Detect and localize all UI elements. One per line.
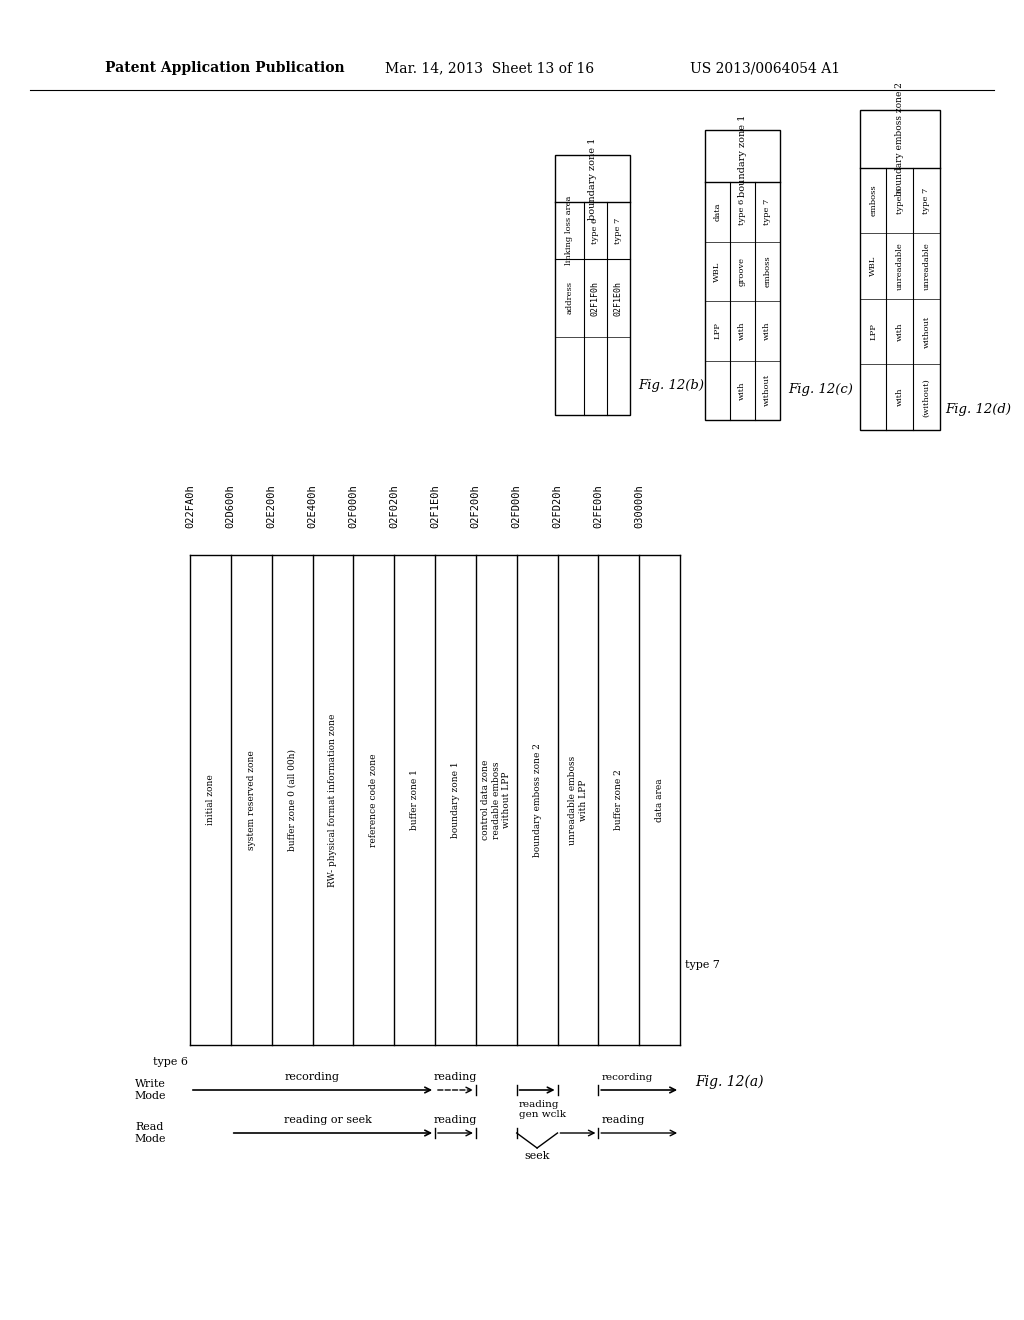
Text: recording: recording	[601, 1073, 652, 1082]
Text: WBL: WBL	[714, 261, 721, 281]
Text: type 7: type 7	[923, 187, 931, 214]
Text: emboss: emboss	[763, 256, 771, 288]
Text: 02D600h: 02D600h	[226, 484, 236, 528]
Text: Patent Application Publication: Patent Application Publication	[105, 61, 345, 75]
Text: 022FA0h: 022FA0h	[185, 484, 195, 528]
Text: Fig. 12(d): Fig. 12(d)	[945, 404, 1011, 417]
Text: type 6: type 6	[591, 218, 599, 243]
Text: initial zone: initial zone	[206, 775, 215, 825]
Text: 02F020h: 02F020h	[389, 484, 399, 528]
Text: address: address	[565, 281, 573, 314]
Text: 02FE00h: 02FE00h	[593, 484, 603, 528]
Text: boundary emboss zone 2: boundary emboss zone 2	[532, 743, 542, 857]
Text: US 2013/0064054 A1: US 2013/0064054 A1	[690, 61, 840, 75]
Text: type 6: type 6	[896, 187, 903, 214]
Text: LPP: LPP	[869, 323, 878, 341]
Text: buffer zone 1: buffer zone 1	[410, 770, 419, 830]
Text: 02F000h: 02F000h	[348, 484, 358, 528]
Text: 02F1F0h: 02F1F0h	[591, 281, 600, 315]
Text: with: with	[738, 322, 746, 341]
Text: with: with	[896, 322, 903, 341]
Text: RW- physical format information zone: RW- physical format information zone	[329, 713, 338, 887]
Text: 02F200h: 02F200h	[471, 484, 481, 528]
Text: 02F1E0h: 02F1E0h	[430, 484, 440, 528]
Text: linking loss area: linking loss area	[565, 195, 573, 265]
Text: boundary zone 1: boundary zone 1	[451, 762, 460, 838]
Text: buffer zone 2: buffer zone 2	[614, 770, 624, 830]
Text: 02F1E0h: 02F1E0h	[613, 281, 623, 315]
Text: recording: recording	[285, 1072, 340, 1082]
Text: 02FD20h: 02FD20h	[553, 484, 562, 528]
Text: groove: groove	[738, 257, 746, 286]
Text: boundary zone 1: boundary zone 1	[588, 137, 597, 219]
Text: emboss: emboss	[869, 185, 878, 216]
Text: with: with	[896, 388, 903, 407]
Text: 02FD00h: 02FD00h	[512, 484, 521, 528]
Text: type 6: type 6	[153, 1057, 188, 1067]
Text: unreadable emboss
with LPP: unreadable emboss with LPP	[568, 755, 588, 845]
Text: Fig. 12(a): Fig. 12(a)	[695, 1074, 764, 1089]
Text: type 7: type 7	[763, 199, 771, 226]
Text: Mar. 14, 2013  Sheet 13 of 16: Mar. 14, 2013 Sheet 13 of 16	[385, 61, 594, 75]
Text: system reserved zone: system reserved zone	[247, 750, 256, 850]
Text: reading: reading	[601, 1115, 645, 1125]
Text: Fig. 12(b): Fig. 12(b)	[638, 379, 705, 392]
Text: type 7: type 7	[614, 218, 623, 244]
Text: type 6: type 6	[738, 199, 746, 224]
Text: 02E200h: 02E200h	[266, 484, 276, 528]
Text: reading
gen wclk: reading gen wclk	[519, 1100, 565, 1119]
Text: type 7: type 7	[685, 960, 720, 970]
Text: LPP: LPP	[714, 322, 721, 339]
Text: 02E400h: 02E400h	[307, 484, 317, 528]
Text: without: without	[923, 315, 931, 347]
Text: reference code zone: reference code zone	[370, 754, 378, 846]
Text: seek: seek	[524, 1151, 550, 1162]
Text: reading: reading	[434, 1072, 477, 1082]
Text: WBL: WBL	[869, 256, 878, 276]
Text: boundary emboss zone 2: boundary emboss zone 2	[896, 82, 904, 195]
Text: data: data	[714, 203, 721, 222]
Text: buffer zone 0 (all 00h): buffer zone 0 (all 00h)	[288, 748, 297, 851]
Text: without: without	[763, 374, 771, 407]
Text: boundary zone 1: boundary zone 1	[738, 115, 746, 197]
Text: unreadable: unreadable	[923, 242, 931, 290]
Text: reading or seek: reading or seek	[284, 1115, 372, 1125]
Text: Fig. 12(c): Fig. 12(c)	[788, 384, 853, 396]
Text: reading: reading	[434, 1115, 477, 1125]
Text: Write
Mode: Write Mode	[134, 1080, 166, 1101]
Text: (without): (without)	[923, 378, 931, 417]
Text: data area: data area	[655, 779, 665, 822]
Text: with: with	[763, 322, 771, 341]
Text: Read
Mode: Read Mode	[134, 1122, 166, 1144]
Text: unreadable: unreadable	[896, 242, 903, 290]
Text: control data zone
readable emboss
without LPP: control data zone readable emboss withou…	[481, 760, 511, 841]
Text: 030000h: 030000h	[634, 484, 644, 528]
Text: with: with	[738, 381, 746, 400]
